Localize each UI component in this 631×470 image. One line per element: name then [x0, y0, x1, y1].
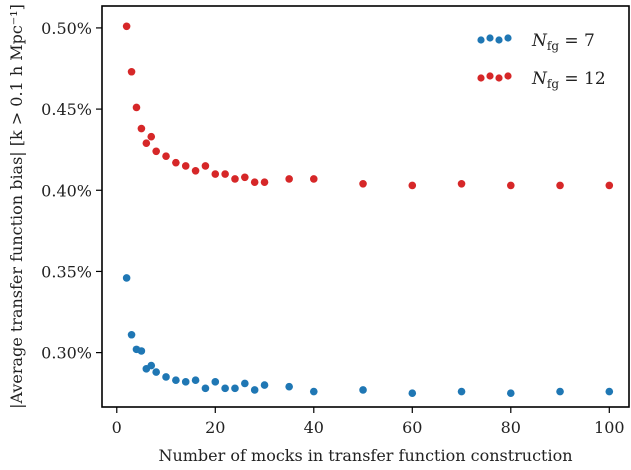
legend-marker	[477, 74, 485, 82]
data-point	[201, 162, 210, 170]
data-point	[211, 378, 220, 386]
y-tick-label: 0.45%	[41, 100, 92, 119]
data-point	[260, 381, 269, 389]
y-axis-label: |Average transfer function bias| [k > 0.…	[7, 4, 26, 409]
data-point	[260, 178, 269, 186]
x-tick-label: 0	[112, 418, 122, 437]
data-point	[201, 384, 210, 393]
legend: Nfg = 7 Nfg = 12	[477, 31, 606, 91]
legend-marker	[486, 72, 494, 80]
data-point	[285, 382, 293, 391]
data-point	[309, 387, 318, 396]
y-tick-label: 0.50%	[41, 19, 92, 38]
legend-label: Nfg = 12	[531, 69, 606, 91]
data-point	[408, 389, 417, 398]
x-axis-label: Number of mocks in transfer function con…	[158, 446, 572, 465]
data-point	[241, 379, 249, 388]
x-tick-label: 40	[304, 418, 324, 437]
data-point	[137, 124, 146, 133]
data-point	[605, 387, 614, 396]
data-point	[221, 384, 229, 393]
data-point	[359, 386, 367, 394]
legend-marker	[504, 72, 512, 80]
data-point	[457, 179, 466, 188]
data-point	[172, 376, 180, 385]
data-point	[127, 67, 136, 76]
data-point	[506, 389, 515, 398]
data-point	[172, 158, 180, 167]
series-2	[122, 22, 614, 190]
data-point	[231, 175, 239, 183]
data-point	[250, 178, 259, 186]
legend-marker	[495, 36, 503, 44]
data-point	[162, 373, 170, 381]
data-point	[457, 387, 466, 396]
data-point	[191, 166, 200, 175]
legend-item-1: Nfg = 7	[477, 31, 595, 53]
data-point	[556, 387, 564, 396]
x-tick-label: 100	[594, 418, 625, 437]
y-tick-label: 0.30%	[41, 344, 92, 363]
data-point	[241, 173, 249, 182]
data-point	[191, 376, 200, 385]
data-point	[152, 368, 160, 376]
data-point	[147, 361, 156, 370]
data-point	[181, 378, 190, 386]
y-tick-label: 0.35%	[41, 262, 92, 281]
axes-layer: 0 20 40 60 80 100 0.30% 0.35% 0.40% 0.45% 0.50%	[41, 5, 630, 437]
data-point	[285, 175, 293, 183]
data-point	[506, 181, 515, 190]
x-tick-label: 20	[205, 418, 225, 437]
data-point	[122, 22, 131, 31]
legend-marker	[486, 34, 494, 42]
data-point	[408, 181, 417, 190]
y-tick-label: 0.40%	[41, 181, 92, 200]
series-layer	[122, 22, 614, 398]
x-tick-label: 60	[402, 418, 422, 437]
data-point	[359, 179, 367, 188]
legend-marker	[477, 36, 485, 44]
data-point	[127, 330, 136, 339]
legend-marker	[504, 34, 512, 42]
data-point	[221, 170, 229, 178]
x-tick-label: 80	[501, 418, 521, 437]
legend-item-2: Nfg = 12	[477, 69, 606, 91]
data-point	[122, 274, 131, 282]
data-point	[556, 181, 564, 190]
y-axis-label-group: |Average transfer function bias| [k > 0.…	[7, 4, 26, 409]
data-point	[309, 175, 318, 183]
data-point	[181, 162, 190, 170]
data-point	[142, 139, 151, 147]
data-point	[132, 103, 141, 112]
data-point	[231, 384, 239, 393]
data-point	[162, 152, 170, 160]
data-point	[152, 147, 160, 156]
data-point	[137, 347, 146, 355]
legend-marker	[495, 74, 503, 82]
data-point	[605, 181, 614, 190]
data-point	[147, 132, 156, 141]
series-1	[122, 274, 614, 398]
plot-frame	[101, 5, 630, 408]
legend-label: Nfg = 7	[531, 31, 595, 53]
data-point	[211, 170, 220, 178]
data-point	[250, 386, 259, 394]
